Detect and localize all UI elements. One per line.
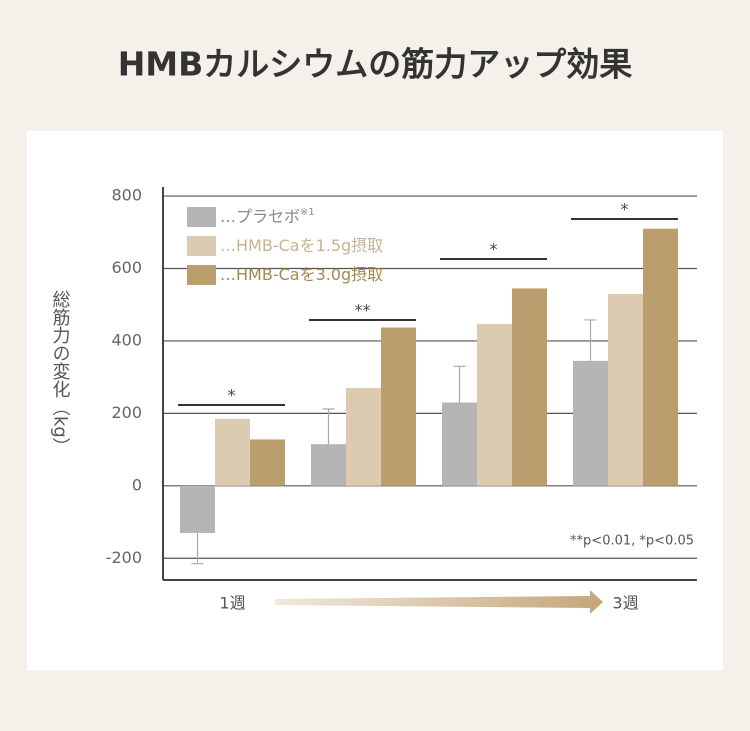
significance-label: * [490,240,498,259]
y-tick-label: 200 [111,403,142,422]
bar [381,327,416,486]
bar [311,444,346,486]
legend-swatch [187,265,216,285]
significance-label: * [228,386,236,405]
legend-swatch [187,207,216,227]
legend-name: …HMB-Caを3.0g摂取 [220,265,383,284]
bar [250,439,285,486]
significance-label: ** [355,301,371,320]
bar [346,388,381,486]
y-axis-label: 総筋力の変化（kg） [50,290,71,456]
bar [477,323,512,486]
time-arrow [275,590,603,614]
legend-note: ※1 [300,207,315,218]
y-tick-label: 600 [111,258,142,277]
bar [180,485,215,533]
y-tick-label: 800 [111,186,142,205]
legend-name: …HMB-Caを1.5g摂取 [220,236,383,255]
bar [512,288,547,486]
error-bar [191,532,204,565]
note: **p<0.01, *p<0.05 [570,534,694,549]
error-bar [322,408,335,445]
bar [442,402,477,486]
legend-label: …HMB-Caを3.0g摂取 [220,265,383,284]
legend-swatch [187,236,216,256]
bar [573,360,608,486]
bar [643,228,678,486]
y-tick-label: 400 [111,330,142,349]
chart-title: HMBカルシウムの筋力アップ効果 [118,45,633,84]
legend-name: …プラセボ [220,207,300,226]
error-bar [453,365,466,403]
error-bar [584,319,597,361]
y-tick-label: 0 [132,475,142,494]
legend-label: …プラセボ※1 [220,207,315,226]
significance-label: * [621,200,629,219]
x-tick-label: 1週 [219,594,245,613]
bar [608,293,643,486]
y-tick-label: -200 [106,548,142,567]
x-tick-label: 3週 [612,594,638,613]
legend-label: …HMB-Caを1.5g摂取 [220,236,383,255]
bar [215,418,250,486]
